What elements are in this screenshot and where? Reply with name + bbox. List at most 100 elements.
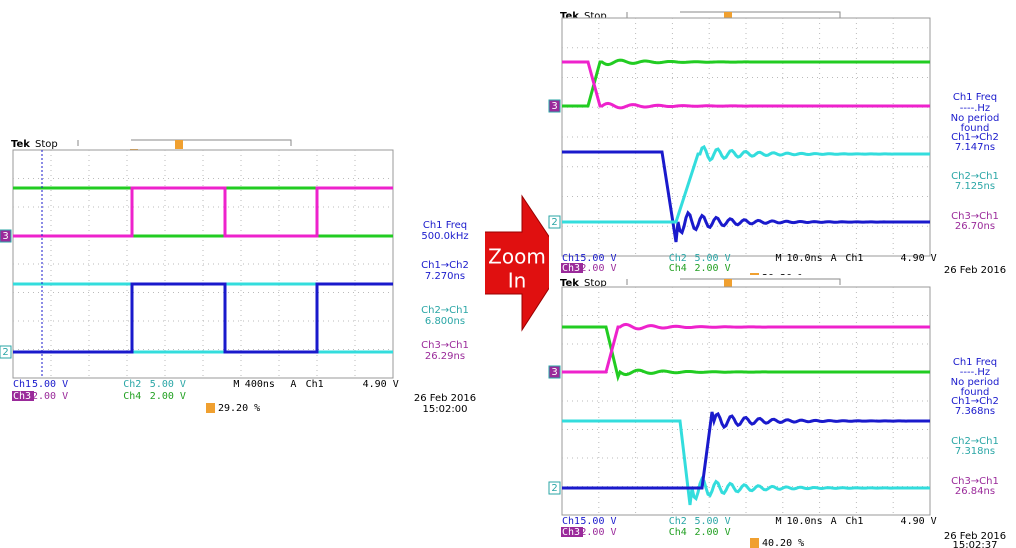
trigger-pos-icon (750, 538, 759, 548)
measurement-value: 500.0kHz (421, 231, 468, 242)
waveform (13, 282, 393, 354)
ch3-box (12, 391, 34, 401)
measurement-label: Ch1→Ch2 (421, 260, 469, 271)
setting: 5.00 V (150, 379, 186, 390)
setting: Ch1 (13, 379, 31, 390)
setting: 4.90 V (363, 379, 399, 390)
status: Stop (584, 11, 607, 22)
date: 26 Feb 2016 (414, 393, 476, 404)
setting: 2.00 V (694, 263, 730, 274)
measurement-value: 7.270ns (425, 271, 465, 282)
brand: Tek (560, 278, 579, 289)
brand: Tek (11, 139, 30, 150)
measurement-value: found (961, 123, 990, 134)
setting: 2.00 V (694, 527, 730, 538)
setting: Ch1 (845, 253, 863, 264)
measurement-label: Ch1 Freq (953, 92, 997, 103)
time: 15:02:00 (423, 404, 468, 415)
time: 15:02:37 (953, 540, 998, 548)
measurement-label: Ch1→Ch2 (951, 132, 999, 143)
measurement-value: No period (951, 377, 1000, 388)
date: 26 Feb 2016 (944, 531, 1006, 542)
measurement-label: Ch2→Ch1 (951, 436, 999, 447)
measurement-value: ----.Hz (960, 367, 990, 378)
setting: A (831, 253, 837, 264)
zoom-label: In (508, 269, 527, 293)
trigger-position: 29.20 % (218, 403, 260, 414)
channel-marker: 2 (2, 347, 8, 358)
channel-marker: 2 (551, 483, 557, 494)
measurement-value: No period (951, 113, 1000, 124)
ch3-box (561, 263, 583, 273)
measurement-label: Ch3→Ch1 (951, 211, 999, 222)
setting: Ch1 (306, 379, 324, 390)
setting: Ch3 (562, 263, 580, 274)
trigger-pos-icon (206, 403, 215, 413)
setting: 2.00 V (150, 391, 186, 402)
record-bracket (626, 278, 841, 285)
trigger-icon (724, 279, 732, 288)
channel-marker: 2 (551, 217, 557, 228)
brand: Tek (560, 11, 579, 22)
setting: Ch4 (123, 391, 141, 402)
channel-marker-box (548, 365, 561, 379)
measurement-value: ----.Hz (960, 103, 990, 114)
setting: 400ns (245, 379, 275, 390)
waveform (13, 186, 393, 238)
setting: 10.0ns (786, 516, 822, 527)
setting: 2.00 V (580, 527, 616, 538)
record-bracket (77, 139, 292, 146)
setting: Ch2 (669, 253, 687, 264)
channel-marker-box (548, 215, 561, 229)
measurement-label: Ch2→Ch1 (951, 171, 999, 182)
channel-marker-box (548, 99, 561, 113)
trigger-position: 40.20 % (762, 538, 804, 548)
waveform (562, 322, 931, 374)
setting: 2.00 V (32, 391, 68, 402)
trigger-icon (724, 12, 732, 21)
measurement-value: 26.29ns (425, 351, 465, 362)
waveform (562, 60, 931, 110)
channel-marker: 3 (2, 231, 8, 242)
setting: Ch4 (669, 527, 687, 538)
waveform (562, 58, 931, 108)
setting: 2.00 V (580, 263, 616, 274)
setting: Ch3 (562, 527, 580, 538)
setting: Ch4 (669, 263, 687, 274)
waveform (562, 144, 931, 224)
setting: M (233, 379, 239, 390)
graticule (561, 17, 931, 257)
measurement-value: found (961, 387, 990, 398)
measurement-label: Ch1→Ch2 (951, 396, 999, 407)
setting: Ch2 (669, 516, 687, 527)
setting: 10.0ns (786, 253, 822, 264)
measurement-label: Ch2→Ch1 (421, 305, 469, 316)
waveform (562, 150, 931, 243)
setting: Ch1 (562, 253, 580, 264)
waveform (562, 325, 931, 382)
waveform (562, 419, 931, 506)
measurement-label: Ch3→Ch1 (951, 476, 999, 487)
measurement-value: 7.318ns (955, 446, 995, 457)
trigger-icon (175, 140, 183, 149)
measurement-label: Ch1 Freq (423, 220, 467, 231)
ch3-box (561, 527, 583, 537)
status: Stop (35, 139, 58, 150)
setting: 5.00 V (694, 253, 730, 264)
status: Stop (584, 278, 607, 289)
measurement-label: Ch3→Ch1 (421, 340, 469, 351)
channel-marker: 3 (551, 367, 557, 378)
setting: 5.00 V (580, 253, 616, 264)
zoom-label: Zoom (488, 245, 546, 269)
measurement-value: 6.800ns (425, 316, 465, 327)
setting: M (775, 516, 781, 527)
setting: Ch1 (562, 516, 580, 527)
channel-marker: 3 (551, 101, 557, 112)
zoom-arrow (479, 194, 567, 332)
measurement-value: 7.147ns (955, 142, 995, 153)
setting: 5.00 V (580, 516, 616, 527)
setting: 5.00 V (32, 379, 68, 390)
